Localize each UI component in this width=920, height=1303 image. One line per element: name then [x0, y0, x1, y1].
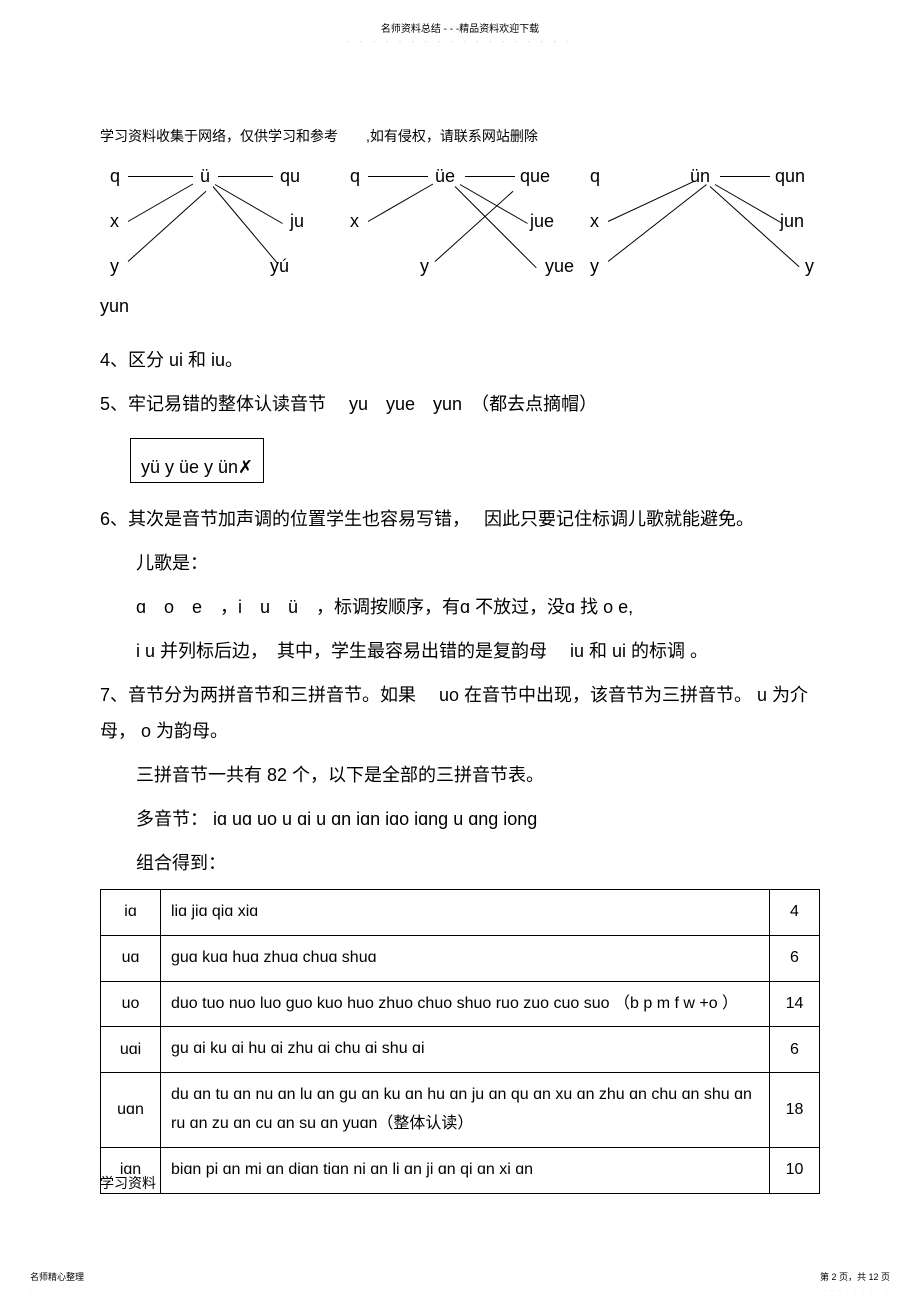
cell: 10 — [770, 1147, 820, 1193]
point-5: 5、牢记易错的整体认读音节 yu yue yun （都去点摘帽） — [100, 386, 820, 422]
d2-l1: q — [350, 166, 360, 187]
table-row: uo duo tuo nuo luo guo kuo huo zhuo chuo… — [101, 981, 820, 1027]
table-row: iɑn biɑn pi ɑn mi ɑn diɑn tiɑn ni ɑn li … — [101, 1147, 820, 1193]
cell: iɑ — [101, 890, 161, 936]
cell: uɑ — [101, 935, 161, 981]
d1-l6: y — [110, 256, 119, 277]
d3-l1: q — [590, 166, 600, 187]
footer-bottom-left: 名师精心整理 — [30, 1270, 84, 1283]
table-row: uɑ guɑ kuɑ huɑ zhuɑ chuɑ shuɑ 6 — [101, 935, 820, 981]
d2-l7: yue — [545, 256, 574, 277]
point-7a: 三拼音节一共有 82 个，以下是全部的三拼音节表。 — [100, 757, 820, 793]
header-top: 名师资料总结 - - -精品资料欢迎下载 — [0, 0, 920, 35]
point-6c: i u 并列标后边， 其中，学生最容易出错的是复韵母 iu 和 ui 的标调 。 — [100, 633, 820, 669]
cell: 14 — [770, 981, 820, 1027]
point-6b: ɑ o e ，i u ü ，标调按顺序，有ɑ 不放过，没ɑ 找 o e, — [100, 589, 820, 625]
cell: 18 — [770, 1073, 820, 1148]
table-row: uɑi gu ɑi ku ɑi hu ɑi zhu ɑi chu ɑi shu … — [101, 1027, 820, 1073]
footer-bottom-right: 第 2 页，共 12 页 — [820, 1270, 890, 1283]
diagram-3: q ün qun x jun y y — [580, 166, 820, 276]
d3-l5: jun — [780, 211, 804, 232]
d1-l4: x — [110, 211, 119, 232]
page-content: 学习资料收集于网络，仅供学习和参考 ,如有侵权，请联系网站删除 q ü qu x… — [0, 46, 920, 1234]
notice-text: 学习资料收集于网络，仅供学习和参考 ,如有侵权，请联系网站删除 — [100, 126, 820, 146]
d1-l5: ju — [290, 211, 304, 232]
point-6: 6、其次是音节加声调的位置学生也容易写错， 因此只要记住标调儿歌就能避免。 — [100, 501, 820, 537]
d3-l7: y — [805, 256, 814, 277]
diagram-2: q üe que x jue y yue — [340, 166, 580, 276]
d2-l5: jue — [530, 211, 554, 232]
footer-br-dots: . . . . . . . . . — [823, 1286, 890, 1293]
d2-l4: x — [350, 211, 359, 232]
pinyin-diagrams: q ü qu x ju y yú q üe que x jue y yue — [100, 166, 820, 286]
cell: biɑn pi ɑn mi ɑn diɑn tiɑn ni ɑn li ɑn j… — [161, 1147, 770, 1193]
d3-l2: ün — [690, 166, 710, 187]
d2-l6: y — [420, 256, 429, 277]
cell: gu ɑi ku ɑi hu ɑi zhu ɑi chu ɑi shu ɑi — [161, 1027, 770, 1073]
extra-yun: yun — [100, 296, 820, 317]
pinyin-table: iɑ liɑ jiɑ qiɑ xiɑ 4 uɑ guɑ kuɑ huɑ zhuɑ… — [100, 889, 820, 1194]
d2-l2: üe — [435, 166, 455, 187]
boxed-example: yü y üe y ün✗ — [130, 438, 264, 483]
d2-l3: que — [520, 166, 550, 187]
point-4: 4、区分 ui 和 iu。 — [100, 342, 820, 378]
cell: du ɑn tu ɑn nu ɑn lu ɑn gu ɑn ku ɑn hu ɑ… — [161, 1073, 770, 1148]
d3-l6: y — [590, 256, 599, 277]
point-7c: 组合得到： — [100, 845, 820, 881]
cell: guɑ kuɑ huɑ zhuɑ chuɑ shuɑ — [161, 935, 770, 981]
cell: liɑ jiɑ qiɑ xiɑ — [161, 890, 770, 936]
header-dots: - - - - - - - - - - - - - - - - - - — [0, 37, 920, 46]
d1-l3: qu — [280, 166, 300, 187]
cell: uɑn — [101, 1073, 161, 1148]
cell: uɑi — [101, 1027, 161, 1073]
point-6a: 儿歌是： — [100, 545, 820, 581]
cell: 6 — [770, 1027, 820, 1073]
d3-l3: qun — [775, 166, 805, 187]
diagram-1: q ü qu x ju y yú — [100, 166, 340, 276]
footer-bl-dots: . . . . . . . . . — [30, 1286, 97, 1293]
table-row: uɑn du ɑn tu ɑn nu ɑn lu ɑn gu ɑn ku ɑn … — [101, 1073, 820, 1148]
cell: uo — [101, 981, 161, 1027]
d1-l1: q — [110, 166, 120, 187]
cell: duo tuo nuo luo guo kuo huo zhuo chuo sh… — [161, 981, 770, 1027]
table-row: iɑ liɑ jiɑ qiɑ xiɑ 4 — [101, 890, 820, 936]
d3-l4: x — [590, 211, 599, 232]
point-7: 7、音节分为两拼音节和三拼音节。如果 uo 在音节中出现，该音节为三拼音节。 u… — [100, 677, 820, 749]
d1-l2: ü — [200, 166, 210, 187]
cell: 4 — [770, 890, 820, 936]
cell: 6 — [770, 935, 820, 981]
point-7b: 多音节： iɑ uɑ uo u ɑi u ɑn iɑn iɑo iɑng u ɑ… — [100, 801, 820, 837]
footer-left: 学习资料 — [100, 1173, 156, 1193]
